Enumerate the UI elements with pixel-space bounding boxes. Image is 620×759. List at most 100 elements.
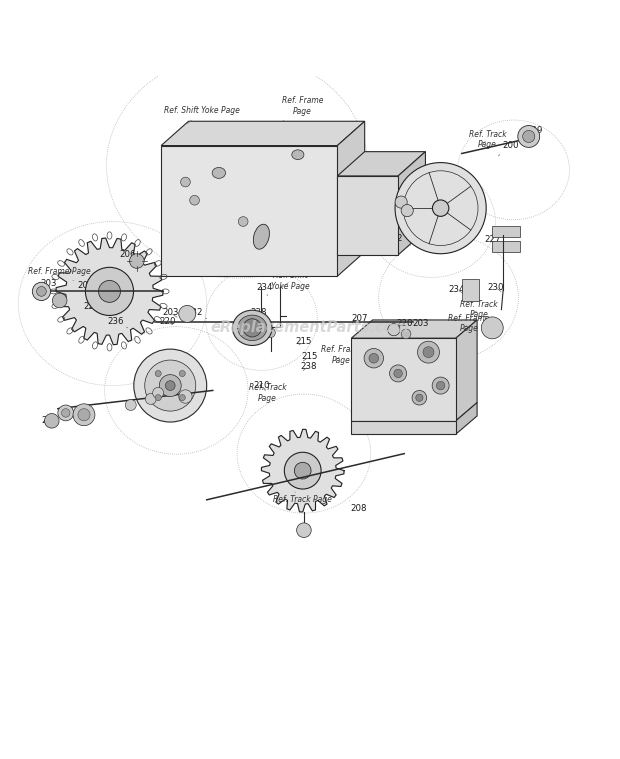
Circle shape xyxy=(389,365,407,382)
Circle shape xyxy=(179,370,185,376)
Text: 220: 220 xyxy=(159,317,175,326)
Circle shape xyxy=(395,162,486,254)
Circle shape xyxy=(401,329,411,339)
Circle shape xyxy=(432,377,449,394)
Circle shape xyxy=(32,282,51,301)
Text: 213: 213 xyxy=(136,372,153,381)
Text: 212: 212 xyxy=(177,392,193,401)
Text: 203: 203 xyxy=(42,417,58,425)
Circle shape xyxy=(125,399,136,411)
Circle shape xyxy=(37,287,46,296)
Circle shape xyxy=(58,405,74,420)
Circle shape xyxy=(144,360,196,411)
Circle shape xyxy=(166,381,175,390)
Text: 236: 236 xyxy=(107,317,128,328)
Text: 210: 210 xyxy=(253,381,270,390)
Text: 206: 206 xyxy=(120,250,139,263)
Text: 221: 221 xyxy=(374,193,391,206)
Polygon shape xyxy=(337,121,365,276)
Polygon shape xyxy=(56,238,163,345)
Text: 226: 226 xyxy=(445,213,462,221)
Polygon shape xyxy=(492,226,520,238)
Text: 225: 225 xyxy=(417,231,434,239)
Circle shape xyxy=(52,293,67,308)
Polygon shape xyxy=(456,402,477,434)
Text: Ref. Frame
Page: Ref. Frame Page xyxy=(321,345,362,365)
Polygon shape xyxy=(161,146,337,276)
Circle shape xyxy=(179,305,196,323)
Ellipse shape xyxy=(254,224,270,249)
Circle shape xyxy=(155,395,161,401)
Circle shape xyxy=(285,452,321,489)
Text: 200: 200 xyxy=(498,141,519,156)
Text: 238: 238 xyxy=(301,361,317,370)
Ellipse shape xyxy=(232,310,272,345)
Polygon shape xyxy=(462,279,479,301)
Polygon shape xyxy=(352,339,456,420)
Polygon shape xyxy=(352,320,477,339)
Text: 220: 220 xyxy=(83,302,100,314)
Text: Ref. Frame Page: Ref. Frame Page xyxy=(29,267,91,281)
Text: Ref. Track Page: Ref. Track Page xyxy=(273,492,332,504)
Circle shape xyxy=(296,523,311,537)
Circle shape xyxy=(412,390,427,405)
Circle shape xyxy=(134,349,206,422)
Text: 230: 230 xyxy=(487,282,503,291)
Ellipse shape xyxy=(292,150,304,159)
Text: eReplacementParts.com: eReplacementParts.com xyxy=(211,320,409,335)
Text: 213: 213 xyxy=(139,386,156,395)
Polygon shape xyxy=(352,420,456,434)
Text: 217: 217 xyxy=(144,404,161,413)
Circle shape xyxy=(243,319,262,337)
Text: 229: 229 xyxy=(526,126,543,135)
Circle shape xyxy=(159,375,181,396)
Circle shape xyxy=(179,390,192,403)
Polygon shape xyxy=(337,176,398,255)
Text: Ref. Track
Page: Ref. Track Page xyxy=(469,130,507,150)
Text: 232: 232 xyxy=(387,234,404,246)
Circle shape xyxy=(265,328,275,338)
Circle shape xyxy=(294,462,311,479)
Text: 220: 220 xyxy=(396,319,412,328)
Circle shape xyxy=(364,348,384,368)
Circle shape xyxy=(61,408,70,417)
Text: 215: 215 xyxy=(302,352,318,361)
Circle shape xyxy=(481,317,503,339)
Text: 223: 223 xyxy=(429,203,446,213)
Text: Ref. Shift Yoke Page: Ref. Shift Yoke Page xyxy=(164,106,240,124)
Ellipse shape xyxy=(237,315,267,341)
Circle shape xyxy=(145,393,156,405)
Circle shape xyxy=(432,200,449,216)
Circle shape xyxy=(436,381,445,390)
Text: 203: 203 xyxy=(162,308,179,317)
Circle shape xyxy=(73,404,95,426)
Circle shape xyxy=(99,281,120,302)
Text: Ref. Shift
Yoke Page: Ref. Shift Yoke Page xyxy=(271,272,310,291)
Text: Ref. Track
Page: Ref. Track Page xyxy=(460,300,498,320)
Text: 203: 203 xyxy=(40,279,61,293)
Text: 207: 207 xyxy=(352,314,368,323)
Circle shape xyxy=(78,408,90,420)
Circle shape xyxy=(416,394,423,402)
Circle shape xyxy=(180,177,190,187)
Text: 208: 208 xyxy=(350,501,367,513)
Ellipse shape xyxy=(212,168,226,178)
Circle shape xyxy=(423,347,434,357)
Circle shape xyxy=(257,228,266,238)
Circle shape xyxy=(518,125,539,147)
Polygon shape xyxy=(492,241,520,252)
Text: 232: 232 xyxy=(186,308,206,319)
Text: 215: 215 xyxy=(296,337,312,346)
Polygon shape xyxy=(456,320,477,420)
Polygon shape xyxy=(161,121,365,146)
Circle shape xyxy=(401,204,414,216)
Circle shape xyxy=(388,323,400,335)
Circle shape xyxy=(394,369,402,378)
Text: 213: 213 xyxy=(163,401,180,410)
Circle shape xyxy=(153,387,164,398)
Text: 203: 203 xyxy=(410,319,429,331)
Circle shape xyxy=(238,216,248,226)
Text: Ref. Frame
Page: Ref. Frame Page xyxy=(448,314,490,333)
Circle shape xyxy=(369,354,379,363)
Polygon shape xyxy=(337,152,425,176)
